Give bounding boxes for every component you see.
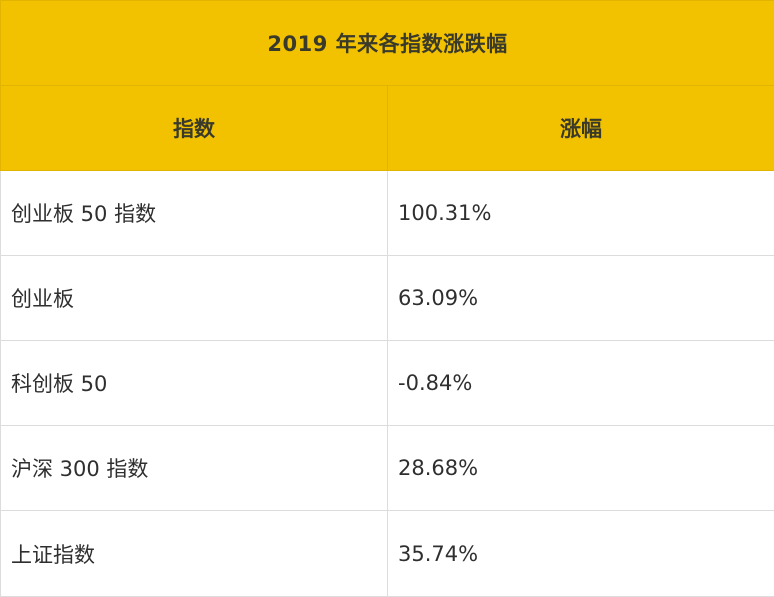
column-header-change: 涨幅 — [388, 86, 774, 171]
change-value-cell: 63.09% — [388, 256, 774, 341]
table-title: 2019 年来各指数涨跌幅 — [1, 1, 774, 86]
table-title-row: 2019 年来各指数涨跌幅 — [1, 1, 774, 86]
column-header-index: 指数 — [1, 86, 388, 171]
table-row: 创业板 63.09% — [1, 256, 774, 341]
table-row: 沪深 300 指数 28.68% — [1, 426, 774, 511]
table-row: 创业板 50 指数 100.31% — [1, 171, 774, 256]
table-header-row: 指数 涨幅 — [1, 86, 774, 171]
table-row: 科创板 50 -0.84% — [1, 341, 774, 426]
index-name-cell: 科创板 50 — [1, 341, 388, 426]
index-name-cell: 沪深 300 指数 — [1, 426, 388, 511]
index-name-cell: 上证指数 — [1, 511, 388, 597]
change-value-cell: 100.31% — [388, 171, 774, 256]
change-value-cell: 28.68% — [388, 426, 774, 511]
table-row: 上证指数 35.74% — [1, 511, 774, 597]
change-value-cell: -0.84% — [388, 341, 774, 426]
change-value-cell: 35.74% — [388, 511, 774, 597]
index-name-cell: 创业板 50 指数 — [1, 171, 388, 256]
index-name-cell: 创业板 — [1, 256, 388, 341]
